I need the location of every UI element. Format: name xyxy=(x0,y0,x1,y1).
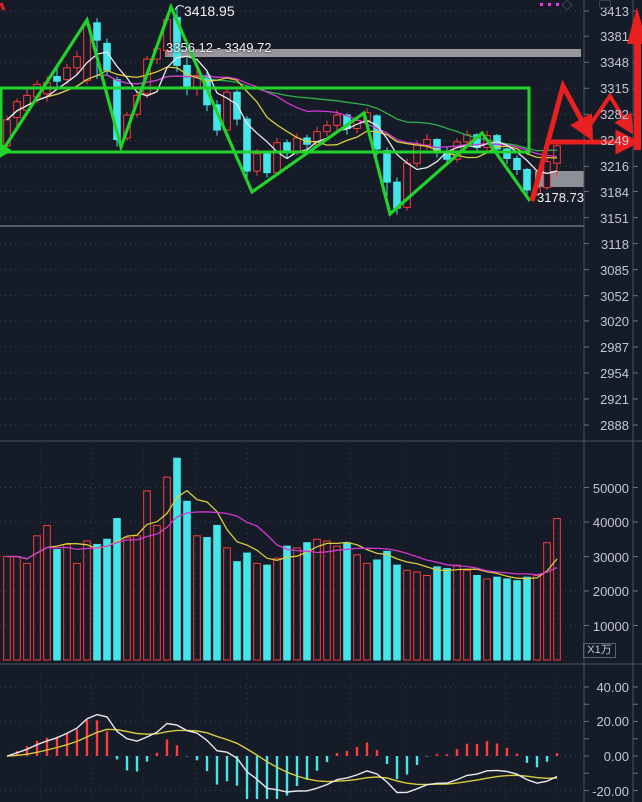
volume-axis-label: 20000 xyxy=(592,584,629,599)
green-drawings xyxy=(0,2,532,217)
red-arrows xyxy=(0,2,642,202)
macd-axis-label: 0.00 xyxy=(603,749,629,764)
macd-axis-label: 20.00 xyxy=(596,714,629,730)
price-axis-label: 3381 xyxy=(600,29,629,45)
volume-mas xyxy=(7,489,558,580)
price-axis-label: 3249 xyxy=(600,133,629,149)
price-axis-label: 2987 xyxy=(600,339,629,355)
volume-axis-label: 50000 xyxy=(592,480,629,496)
price-axis-label: 3184 xyxy=(600,184,629,200)
price-axis-label: 2888 xyxy=(600,418,629,433)
macd-axis-label: 40.00 xyxy=(596,679,629,695)
macd-axis-label: -20.00 xyxy=(592,783,629,799)
gridlines xyxy=(0,10,582,800)
volume-bars xyxy=(3,457,561,661)
price-axis-label: 3118 xyxy=(601,236,629,252)
price-axis-label: 3020 xyxy=(600,313,629,329)
volume-axis-label: 40000 xyxy=(592,515,629,530)
price-axis-label: 3052 xyxy=(600,288,629,304)
macd xyxy=(6,713,559,799)
price-axis-label: 3151 xyxy=(600,210,629,226)
price-axis-label: 3085 xyxy=(600,262,629,278)
panel-icon[interactable] xyxy=(599,0,611,8)
volume-unit-box: X1万 xyxy=(583,643,616,658)
volume-axis-label: 10000 xyxy=(592,618,629,634)
price-axis-label: 3282 xyxy=(600,107,629,123)
price-axis-label: 3216 xyxy=(600,159,629,175)
price-axis-label: 2921 xyxy=(600,391,629,407)
price-axis-label: 2954 xyxy=(600,365,629,381)
volume-axis-label: 30000 xyxy=(592,549,629,565)
magenta-dots xyxy=(540,3,559,6)
price-axis-label: 3348 xyxy=(600,55,629,71)
candlesticks xyxy=(3,6,561,215)
price-axis-label: 3315 xyxy=(600,81,629,97)
